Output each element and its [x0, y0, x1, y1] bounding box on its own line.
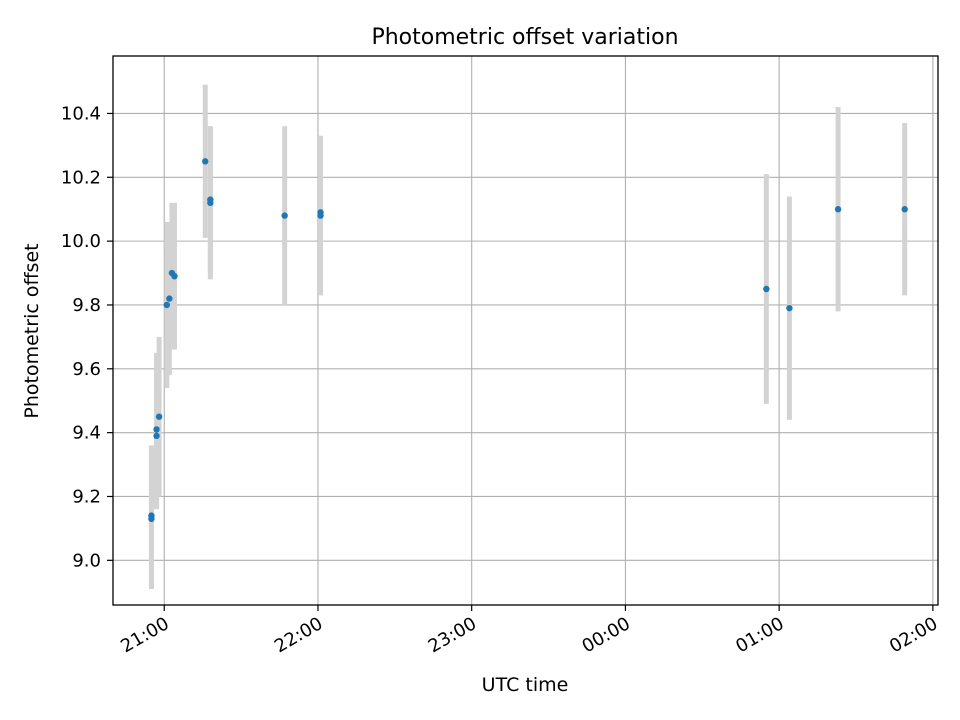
data-point — [166, 295, 173, 302]
y-tick-label: 9.2 — [72, 486, 101, 507]
data-point — [317, 212, 324, 219]
data-point — [207, 196, 214, 203]
chart-title: Photometric offset variation — [371, 25, 678, 50]
x-axis-label: UTC time — [482, 674, 569, 696]
grid-layer — [113, 56, 938, 605]
y-tick-label: 9.0 — [72, 550, 101, 571]
data-point — [153, 426, 160, 433]
data-point — [153, 432, 160, 440]
y-tick-label: 10.0 — [61, 231, 101, 252]
data-point — [163, 301, 171, 309]
point-layer — [148, 158, 908, 523]
data-point — [763, 285, 770, 293]
data-point — [155, 413, 163, 420]
data-point — [281, 212, 288, 219]
plot-frame — [112, 55, 939, 606]
data-point — [202, 158, 209, 165]
data-point — [148, 512, 155, 519]
data-point — [171, 273, 178, 280]
data-point — [834, 206, 842, 213]
y-tick-label: 9.4 — [72, 423, 101, 444]
y-tick-label: 9.6 — [72, 359, 101, 380]
y-tick-label: 10.2 — [61, 167, 101, 188]
y-tick-label: 9.8 — [72, 295, 101, 316]
y-tick-label: 10.4 — [61, 103, 101, 124]
data-point — [901, 206, 908, 213]
data-point — [786, 304, 793, 312]
y-axis-label: Photometric offset — [21, 243, 43, 418]
